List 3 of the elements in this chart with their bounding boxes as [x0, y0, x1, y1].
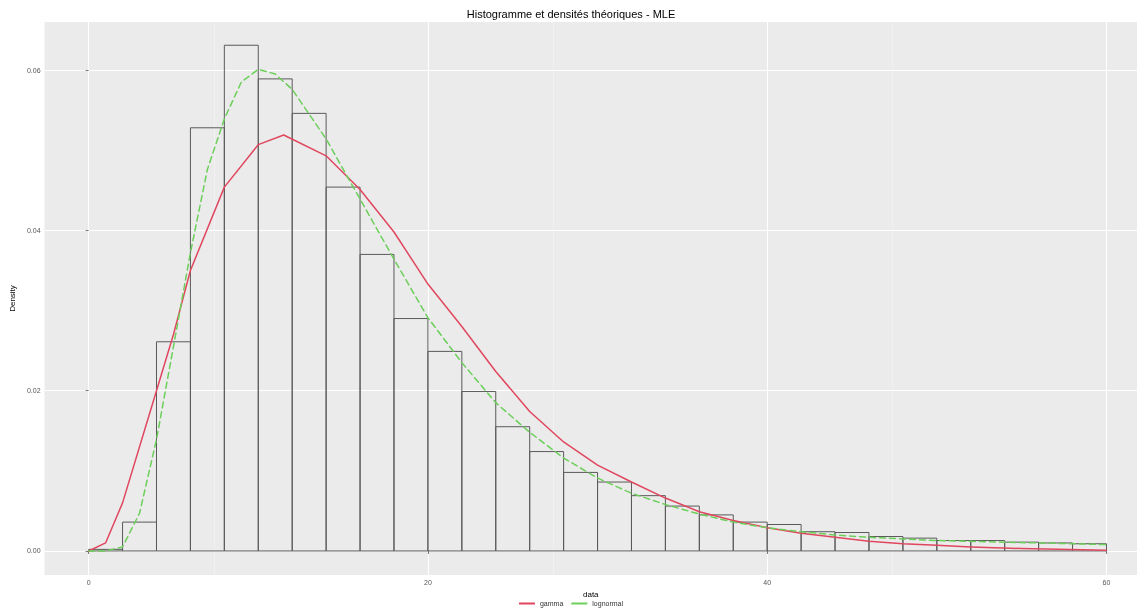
y-axis-title: Density: [7, 285, 17, 312]
x-axis-title: data: [582, 590, 600, 600]
chart-title: Histogramme et densités théoriques - MLE: [466, 7, 676, 20]
